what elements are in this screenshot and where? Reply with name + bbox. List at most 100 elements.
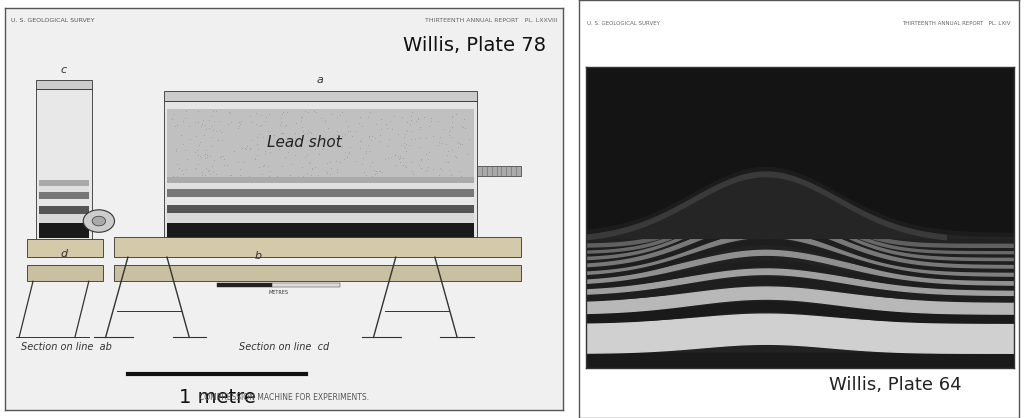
Point bbox=[380, 155, 396, 161]
Point bbox=[187, 148, 204, 155]
Bar bbox=[114, 237, 521, 257]
Point bbox=[190, 161, 207, 168]
Point bbox=[282, 172, 298, 179]
Point bbox=[208, 128, 224, 135]
Point bbox=[179, 156, 196, 163]
Text: Lead shot: Lead shot bbox=[267, 135, 342, 150]
Bar bbox=[39, 192, 89, 199]
Point bbox=[307, 164, 324, 171]
Point bbox=[249, 152, 265, 159]
Point bbox=[334, 108, 350, 115]
Point bbox=[204, 122, 220, 129]
Point bbox=[425, 132, 441, 139]
Point bbox=[204, 143, 220, 150]
Point bbox=[181, 135, 198, 142]
Point bbox=[361, 163, 378, 170]
Point bbox=[430, 141, 446, 148]
Point bbox=[406, 171, 422, 178]
Point bbox=[373, 125, 389, 132]
Point bbox=[286, 140, 302, 147]
Point bbox=[451, 167, 467, 174]
Point bbox=[395, 155, 412, 161]
Point bbox=[398, 127, 415, 134]
Point bbox=[397, 141, 414, 148]
Point bbox=[198, 165, 214, 171]
Point bbox=[190, 118, 207, 125]
Point bbox=[278, 122, 294, 128]
Point bbox=[352, 138, 369, 144]
Point bbox=[402, 117, 419, 124]
Point bbox=[248, 109, 264, 116]
Point bbox=[285, 143, 301, 150]
Point bbox=[329, 131, 345, 138]
Point bbox=[190, 142, 207, 148]
Point bbox=[352, 114, 369, 120]
Point bbox=[247, 154, 263, 161]
Point bbox=[305, 141, 322, 148]
Point bbox=[168, 148, 184, 154]
Text: U. S. GEOLOGICAL SURVEY: U. S. GEOLOGICAL SURVEY bbox=[588, 21, 660, 26]
Point bbox=[412, 125, 428, 132]
Point bbox=[391, 156, 408, 163]
Point bbox=[457, 125, 473, 132]
Point bbox=[361, 133, 378, 139]
Point bbox=[342, 127, 358, 134]
Point bbox=[306, 146, 323, 153]
Point bbox=[188, 133, 205, 140]
Point bbox=[425, 166, 441, 173]
Point bbox=[439, 152, 456, 158]
Point bbox=[433, 167, 450, 174]
Point bbox=[232, 173, 249, 180]
Point bbox=[450, 144, 466, 150]
Point bbox=[275, 109, 292, 115]
Point bbox=[392, 153, 409, 159]
Point bbox=[219, 161, 236, 168]
Point bbox=[334, 143, 350, 149]
Point bbox=[329, 169, 345, 176]
Point bbox=[431, 171, 447, 178]
Bar bbox=[39, 214, 89, 223]
Point bbox=[364, 173, 380, 179]
Point bbox=[354, 122, 371, 129]
Point bbox=[284, 160, 300, 167]
Bar bbox=[167, 213, 474, 223]
Point bbox=[165, 173, 181, 179]
Point bbox=[303, 165, 319, 172]
Point bbox=[371, 167, 387, 174]
Point bbox=[300, 109, 316, 116]
Point bbox=[379, 143, 395, 150]
Point bbox=[358, 172, 375, 178]
Point bbox=[287, 152, 303, 158]
Point bbox=[195, 172, 211, 178]
Point bbox=[290, 173, 306, 179]
Point bbox=[306, 134, 323, 141]
Point bbox=[392, 155, 409, 161]
Point bbox=[378, 121, 394, 128]
Point bbox=[391, 158, 408, 165]
Point bbox=[442, 171, 459, 178]
Point bbox=[418, 168, 434, 175]
Point bbox=[452, 140, 468, 147]
Point bbox=[397, 163, 414, 169]
Point bbox=[377, 155, 393, 162]
Point bbox=[396, 144, 413, 151]
Point bbox=[188, 166, 205, 172]
Point bbox=[239, 143, 255, 149]
Point bbox=[247, 155, 263, 162]
Point bbox=[213, 129, 229, 135]
Point bbox=[384, 125, 400, 132]
Point bbox=[199, 154, 215, 161]
Point bbox=[202, 153, 218, 160]
Point bbox=[403, 109, 420, 115]
Bar bbox=[272, 283, 340, 287]
Point bbox=[343, 174, 359, 181]
Point bbox=[319, 159, 336, 166]
Point bbox=[329, 165, 345, 172]
Bar bbox=[36, 80, 91, 89]
Point bbox=[216, 161, 232, 168]
Point bbox=[369, 168, 385, 175]
Point bbox=[338, 117, 354, 124]
Point bbox=[347, 157, 364, 164]
Bar bbox=[167, 204, 474, 213]
Point bbox=[443, 112, 460, 119]
